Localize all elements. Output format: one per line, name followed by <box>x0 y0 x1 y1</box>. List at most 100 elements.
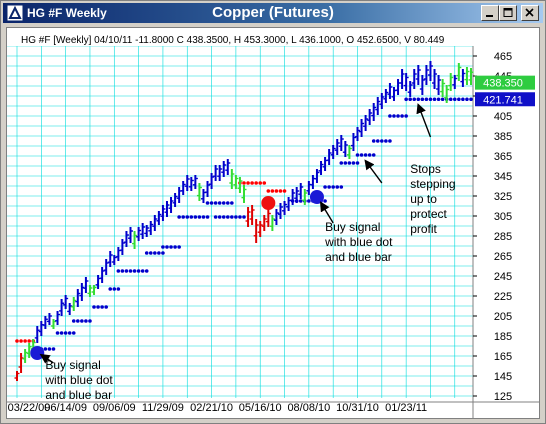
price-bar <box>91 285 97 295</box>
price-bar <box>277 203 283 219</box>
price-bar <box>209 173 215 189</box>
price-bars <box>14 61 474 381</box>
stop-dot <box>416 97 421 102</box>
stop-dot <box>375 139 380 143</box>
stop-dot <box>424 97 429 102</box>
price-bar <box>75 289 81 307</box>
x-tick-label: 02/21/10 <box>190 402 233 414</box>
x-tick-label: 05/16/10 <box>239 402 282 414</box>
price-bar <box>261 215 267 231</box>
stop-dot <box>213 201 218 205</box>
price-bar <box>423 65 429 85</box>
price-bar <box>225 159 231 175</box>
stop-dot <box>221 215 226 219</box>
minimize-button[interactable] <box>481 5 499 21</box>
stop-dots <box>15 97 473 353</box>
price-labels: 438.350 421.741 <box>475 75 535 107</box>
stop-dot <box>440 97 445 102</box>
stop-dot <box>436 97 441 102</box>
x-tick-label: 01/23/11 <box>385 402 427 414</box>
price-bar <box>46 313 52 325</box>
price-bar <box>371 103 377 121</box>
stop-dot <box>327 185 331 189</box>
stop-dot <box>254 181 258 185</box>
stop-dot <box>420 97 425 102</box>
x-tick-label: 09/06/09 <box>93 402 136 414</box>
price-bar <box>415 65 421 85</box>
stop-dot <box>380 139 384 143</box>
price-bar <box>249 205 255 225</box>
price-bar <box>460 69 466 87</box>
price-bar <box>221 161 227 177</box>
stop-dot <box>100 305 104 309</box>
stop-dot <box>193 215 198 219</box>
stop-dot <box>282 189 287 193</box>
stop-dot <box>465 97 469 102</box>
price-bar <box>148 221 154 235</box>
price-bar <box>282 201 288 215</box>
annotation-text: Buy signal with blue dot and blue bar <box>324 220 393 264</box>
stop-dot <box>448 97 453 102</box>
stop-dot <box>452 97 457 102</box>
price-bar <box>314 169 320 183</box>
stop-dot <box>343 161 348 165</box>
stop-dot <box>225 215 230 219</box>
x-tick-label: 11/29/09 <box>142 402 184 414</box>
stop-dot <box>307 199 311 203</box>
stop-dot <box>258 181 263 185</box>
annotation-arrow <box>39 353 54 364</box>
maximize-button[interactable] <box>499 5 517 21</box>
stop-dot <box>169 245 173 249</box>
price-chart: HG #F [Weekly] 04/10/11 -11.8000 C 438.3… <box>7 28 539 418</box>
stop-dot <box>47 347 52 351</box>
stop-dot <box>217 215 222 219</box>
price-bar <box>245 207 251 227</box>
stop-dot <box>335 185 340 189</box>
price-bar <box>444 85 450 103</box>
y-tick-label: 305 <box>494 211 512 223</box>
price-bar <box>26 343 32 358</box>
stop-dot <box>230 215 234 219</box>
stop-dot <box>71 319 76 323</box>
stop-dot <box>177 215 181 219</box>
stop-dot <box>153 251 157 255</box>
stop-dot <box>128 269 133 273</box>
close-button[interactable] <box>521 5 539 21</box>
stop-dot <box>396 114 400 118</box>
stop-dot <box>161 251 165 255</box>
price-bar <box>436 75 442 95</box>
stop-dot <box>144 251 149 255</box>
stop-dot <box>63 331 68 335</box>
price-bar <box>188 177 194 191</box>
price-bar <box>128 227 133 243</box>
stop-dot <box>43 347 48 351</box>
stop-dot <box>339 161 344 165</box>
price-bar <box>290 189 296 205</box>
y-tick-label: 285 <box>494 231 512 243</box>
stop-dot <box>351 161 356 165</box>
stop-dot <box>19 339 23 343</box>
price-bar <box>119 239 125 255</box>
stop-dot <box>298 199 303 203</box>
stop-dot <box>250 181 254 185</box>
price-bar <box>107 251 113 267</box>
stop-dot <box>230 201 234 205</box>
stop-dot <box>355 161 360 165</box>
price-bar <box>67 303 73 315</box>
stop-dot <box>359 153 364 157</box>
price-bar <box>172 193 178 207</box>
price-bar <box>302 189 308 205</box>
chart-panel: HG #F [Weekly] 04/10/11 -11.8000 C 438.3… <box>6 27 540 419</box>
stop-dot <box>238 215 242 219</box>
stop-dot <box>278 189 283 193</box>
stop-dot <box>165 245 169 249</box>
stop-dot <box>262 181 267 185</box>
price-bar <box>273 209 279 225</box>
close-icon <box>525 8 534 17</box>
stop-dot <box>51 347 56 351</box>
price-bar <box>50 319 56 329</box>
price-bar <box>229 169 235 189</box>
title-bar[interactable]: HG #F Weekly Copper (Futures) <box>3 3 543 23</box>
price-bar <box>399 69 405 89</box>
y-tick-label: 265 <box>494 251 512 263</box>
